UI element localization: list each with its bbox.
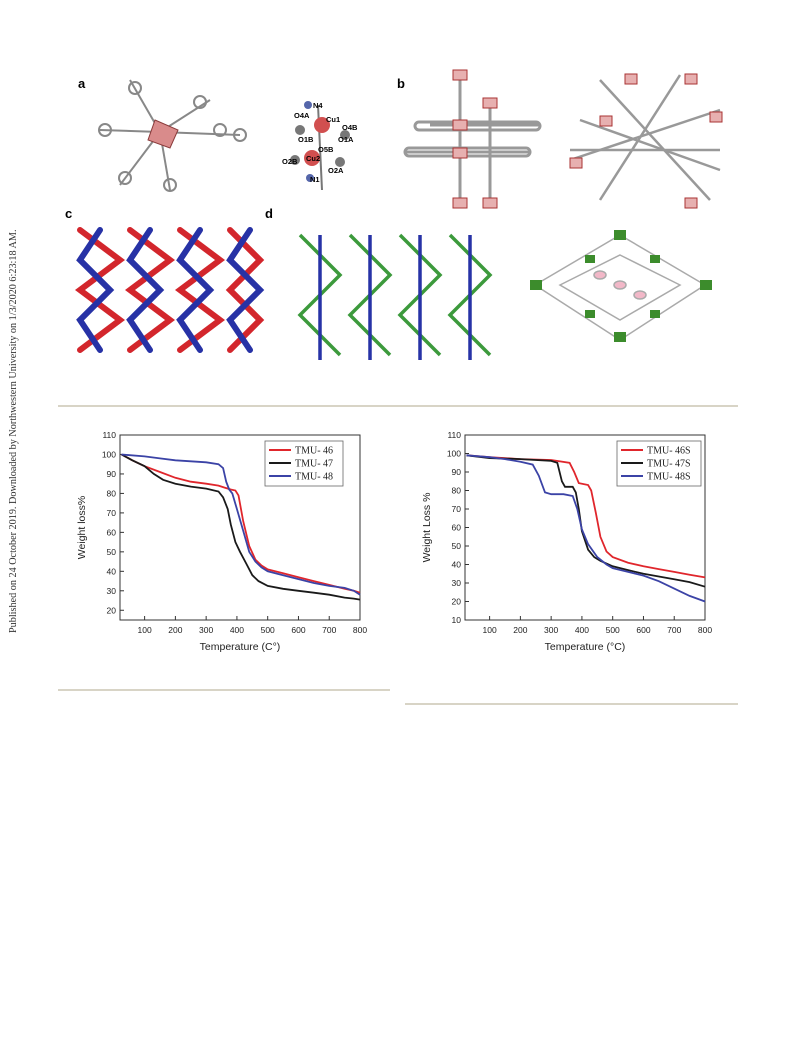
y-tick-label: 20 <box>452 597 462 607</box>
legend-label: TMU- 46 <box>295 446 333 457</box>
x-tick-label: 200 <box>168 625 182 635</box>
x-tick-label: 400 <box>575 625 589 635</box>
y-tick-label: 90 <box>452 467 462 477</box>
legend-label: TMU- 47 <box>295 459 333 470</box>
x-tick-label: 300 <box>199 625 213 635</box>
y-tick-label: 50 <box>107 547 117 557</box>
pore-cage-structure <box>533 234 707 341</box>
interpenetrated-network-d <box>297 233 493 360</box>
series-line-2 <box>121 453 361 601</box>
figure-divider-right <box>405 703 738 705</box>
x-tick-label: 200 <box>513 625 527 635</box>
x-tick-label: 500 <box>606 625 620 635</box>
figure-divider-left <box>58 689 390 691</box>
download-notice-text: Published on 24 October 2019. Downloaded… <box>8 230 19 634</box>
download-notice: Published on 24 October 2019. Downloaded… <box>2 195 22 635</box>
atom-label-n4: N4 <box>313 101 323 110</box>
figure-divider-top <box>58 405 738 407</box>
y-tick-label: 60 <box>107 527 117 537</box>
x-tick-label: 600 <box>291 625 305 635</box>
atom-label-cu1: Cu1 <box>326 115 340 124</box>
structure-figure: a N4 Cu1 O4A O4B O1B O1A O5B O2B Cu2 O2A… <box>60 60 740 380</box>
legend-label: TMU- 47S <box>647 459 691 470</box>
atom-label-o1a: O1A <box>338 135 354 144</box>
square-net-framework <box>403 75 542 205</box>
y-tick-label: 110 <box>102 430 116 440</box>
copper-polyhedron <box>147 119 179 149</box>
y-tick-label: 70 <box>452 504 462 514</box>
atom-label-o2b: O2B <box>282 157 298 166</box>
y-tick-label: 60 <box>452 523 462 533</box>
atom-label-o1b: O1B <box>298 135 314 144</box>
legend-label: TMU- 48 <box>295 472 333 483</box>
panel-label-b: b <box>397 76 405 91</box>
x-tick-label: 300 <box>544 625 558 635</box>
x-tick-label: 400 <box>230 625 244 635</box>
atom-label-cu2: Cu2 <box>306 154 320 163</box>
series-line-3 <box>121 453 361 596</box>
y-tick-label: 30 <box>452 578 462 588</box>
y-tick-label: 90 <box>107 469 117 479</box>
x-tick-label: 100 <box>483 625 497 635</box>
atom-label-o4b: O4B <box>342 123 358 132</box>
panel-label-a: a <box>78 76 86 91</box>
plot-frame <box>119 434 361 621</box>
series-line-3 <box>466 454 706 603</box>
y-tick-label: 50 <box>452 541 462 551</box>
y-tick-label: 80 <box>107 488 117 498</box>
atom-label-o2a: O2A <box>328 166 344 175</box>
x-tick-label: 100 <box>138 625 152 635</box>
x-tick-label: 600 <box>636 625 650 635</box>
x-axis-label: Temperature (°C) <box>545 641 626 653</box>
interpenetrated-network-c <box>75 227 265 353</box>
x-tick-label: 700 <box>667 625 681 635</box>
legend-label: TMU- 46S <box>647 446 691 457</box>
panel-label-d: d <box>265 206 273 221</box>
y-tick-label: 30 <box>107 586 117 596</box>
y-tick-label: 110 <box>447 430 461 440</box>
legend: TMU- 46S TMU- 47S TMU- 48S <box>616 440 702 487</box>
y-tick-label: 70 <box>107 508 117 518</box>
y-axis-label: Weight loss% <box>76 496 88 559</box>
legend: TMU- 46 TMU- 47 TMU- 48 <box>264 440 344 487</box>
legend-label: TMU- 48S <box>647 472 691 483</box>
atom-label-o5b: O5B <box>318 145 334 154</box>
panel-label-c: c <box>65 206 72 221</box>
y-tick-label: 20 <box>107 605 117 615</box>
y-tick-label: 40 <box>452 560 462 570</box>
x-tick-label: 800 <box>698 625 712 635</box>
x-axis-label: Temperature (C°) <box>200 641 281 653</box>
y-axis-label: Weight Loss % <box>421 493 433 563</box>
y-tick-label: 10 <box>452 615 462 625</box>
y-tick-label: 100 <box>102 449 116 459</box>
atom-label-n1: N1 <box>310 175 320 184</box>
x-tick-label: 500 <box>261 625 275 635</box>
y-tick-label: 100 <box>447 449 461 459</box>
x-tick-label: 800 <box>353 625 367 635</box>
tga-chart-1: 100 200 300 400 500 600 700 800 20 30 40 50 60 70 80 90… <box>60 425 380 675</box>
series-line-1 <box>121 453 361 594</box>
y-tick-label: 40 <box>107 566 117 576</box>
cu-paddlewheel-structure <box>290 101 350 191</box>
interpenetrated-framework <box>569 74 721 201</box>
x-tick-label: 700 <box>322 625 336 635</box>
y-tick-label: 80 <box>452 486 462 496</box>
atom-label-o4a: O4A <box>294 111 310 120</box>
tga-chart-2: 100 200 300 400 500 600 700 800 10 20 30 40 50 60 70 80… <box>405 425 725 675</box>
